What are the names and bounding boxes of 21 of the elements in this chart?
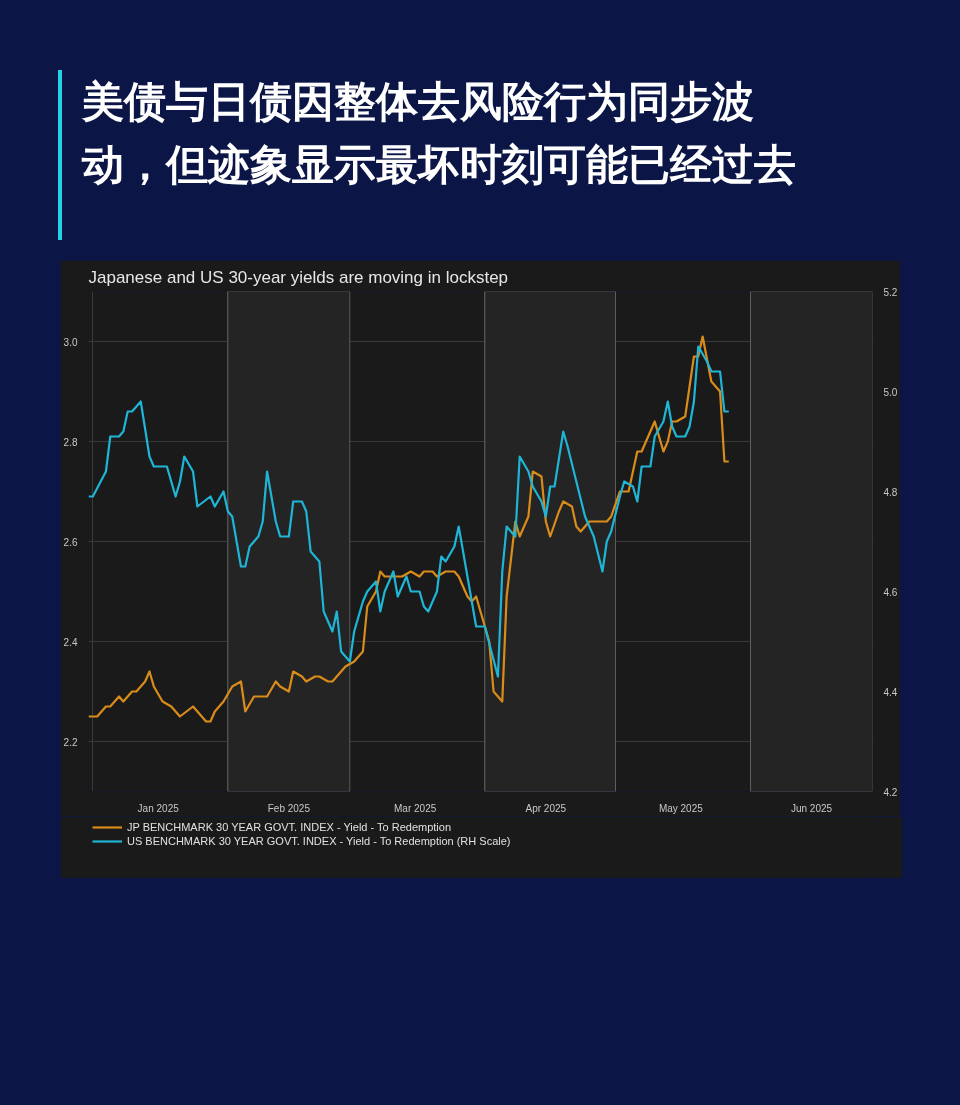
x-tick-label: Jun 2025 [790,802,833,814]
legend-label: US BENCHMARK 30 YEAR GOVT. INDEX - Yield - To Redemption (RH Scale) [127,834,511,848]
y-tick-label: 2.6 [63,536,78,548]
chart-title: 美债与日债因整体去风险行为同步波动，但迹象显示最坏时刻可能已经过去 [82,76,797,191]
y2-tick-label: 4.8 [883,486,898,498]
chart-subtitle: Japanese and US 30-year yields are moving in lockstep [88,267,509,287]
y-tick-label: 2.8 [63,436,78,448]
y-tick-label: 2.2 [63,736,78,748]
y2-tick-label: 5.2 [883,286,898,298]
y2-tick-label: 4.4 [883,686,898,698]
y2-tick-label: 4.2 [883,786,898,798]
y-tick-label: 2.4 [63,636,78,648]
legend-label: JP BENCHMARK 30 YEAR GOVT. INDEX - Yield - To Redemption [127,820,452,834]
y2-tick-label: 5.0 [883,386,898,398]
x-tick-label: Mar 2025 [394,802,437,814]
x-tick-label: Apr 2025 [525,802,567,814]
x-tick-label: Jan 2025 [137,802,180,814]
y-tick-label: 3.0 [63,336,78,348]
x-tick-label: Feb 2025 [267,802,311,814]
y2-tick-label: 4.6 [883,586,898,598]
x-tick-label: May 2025 [658,802,704,814]
